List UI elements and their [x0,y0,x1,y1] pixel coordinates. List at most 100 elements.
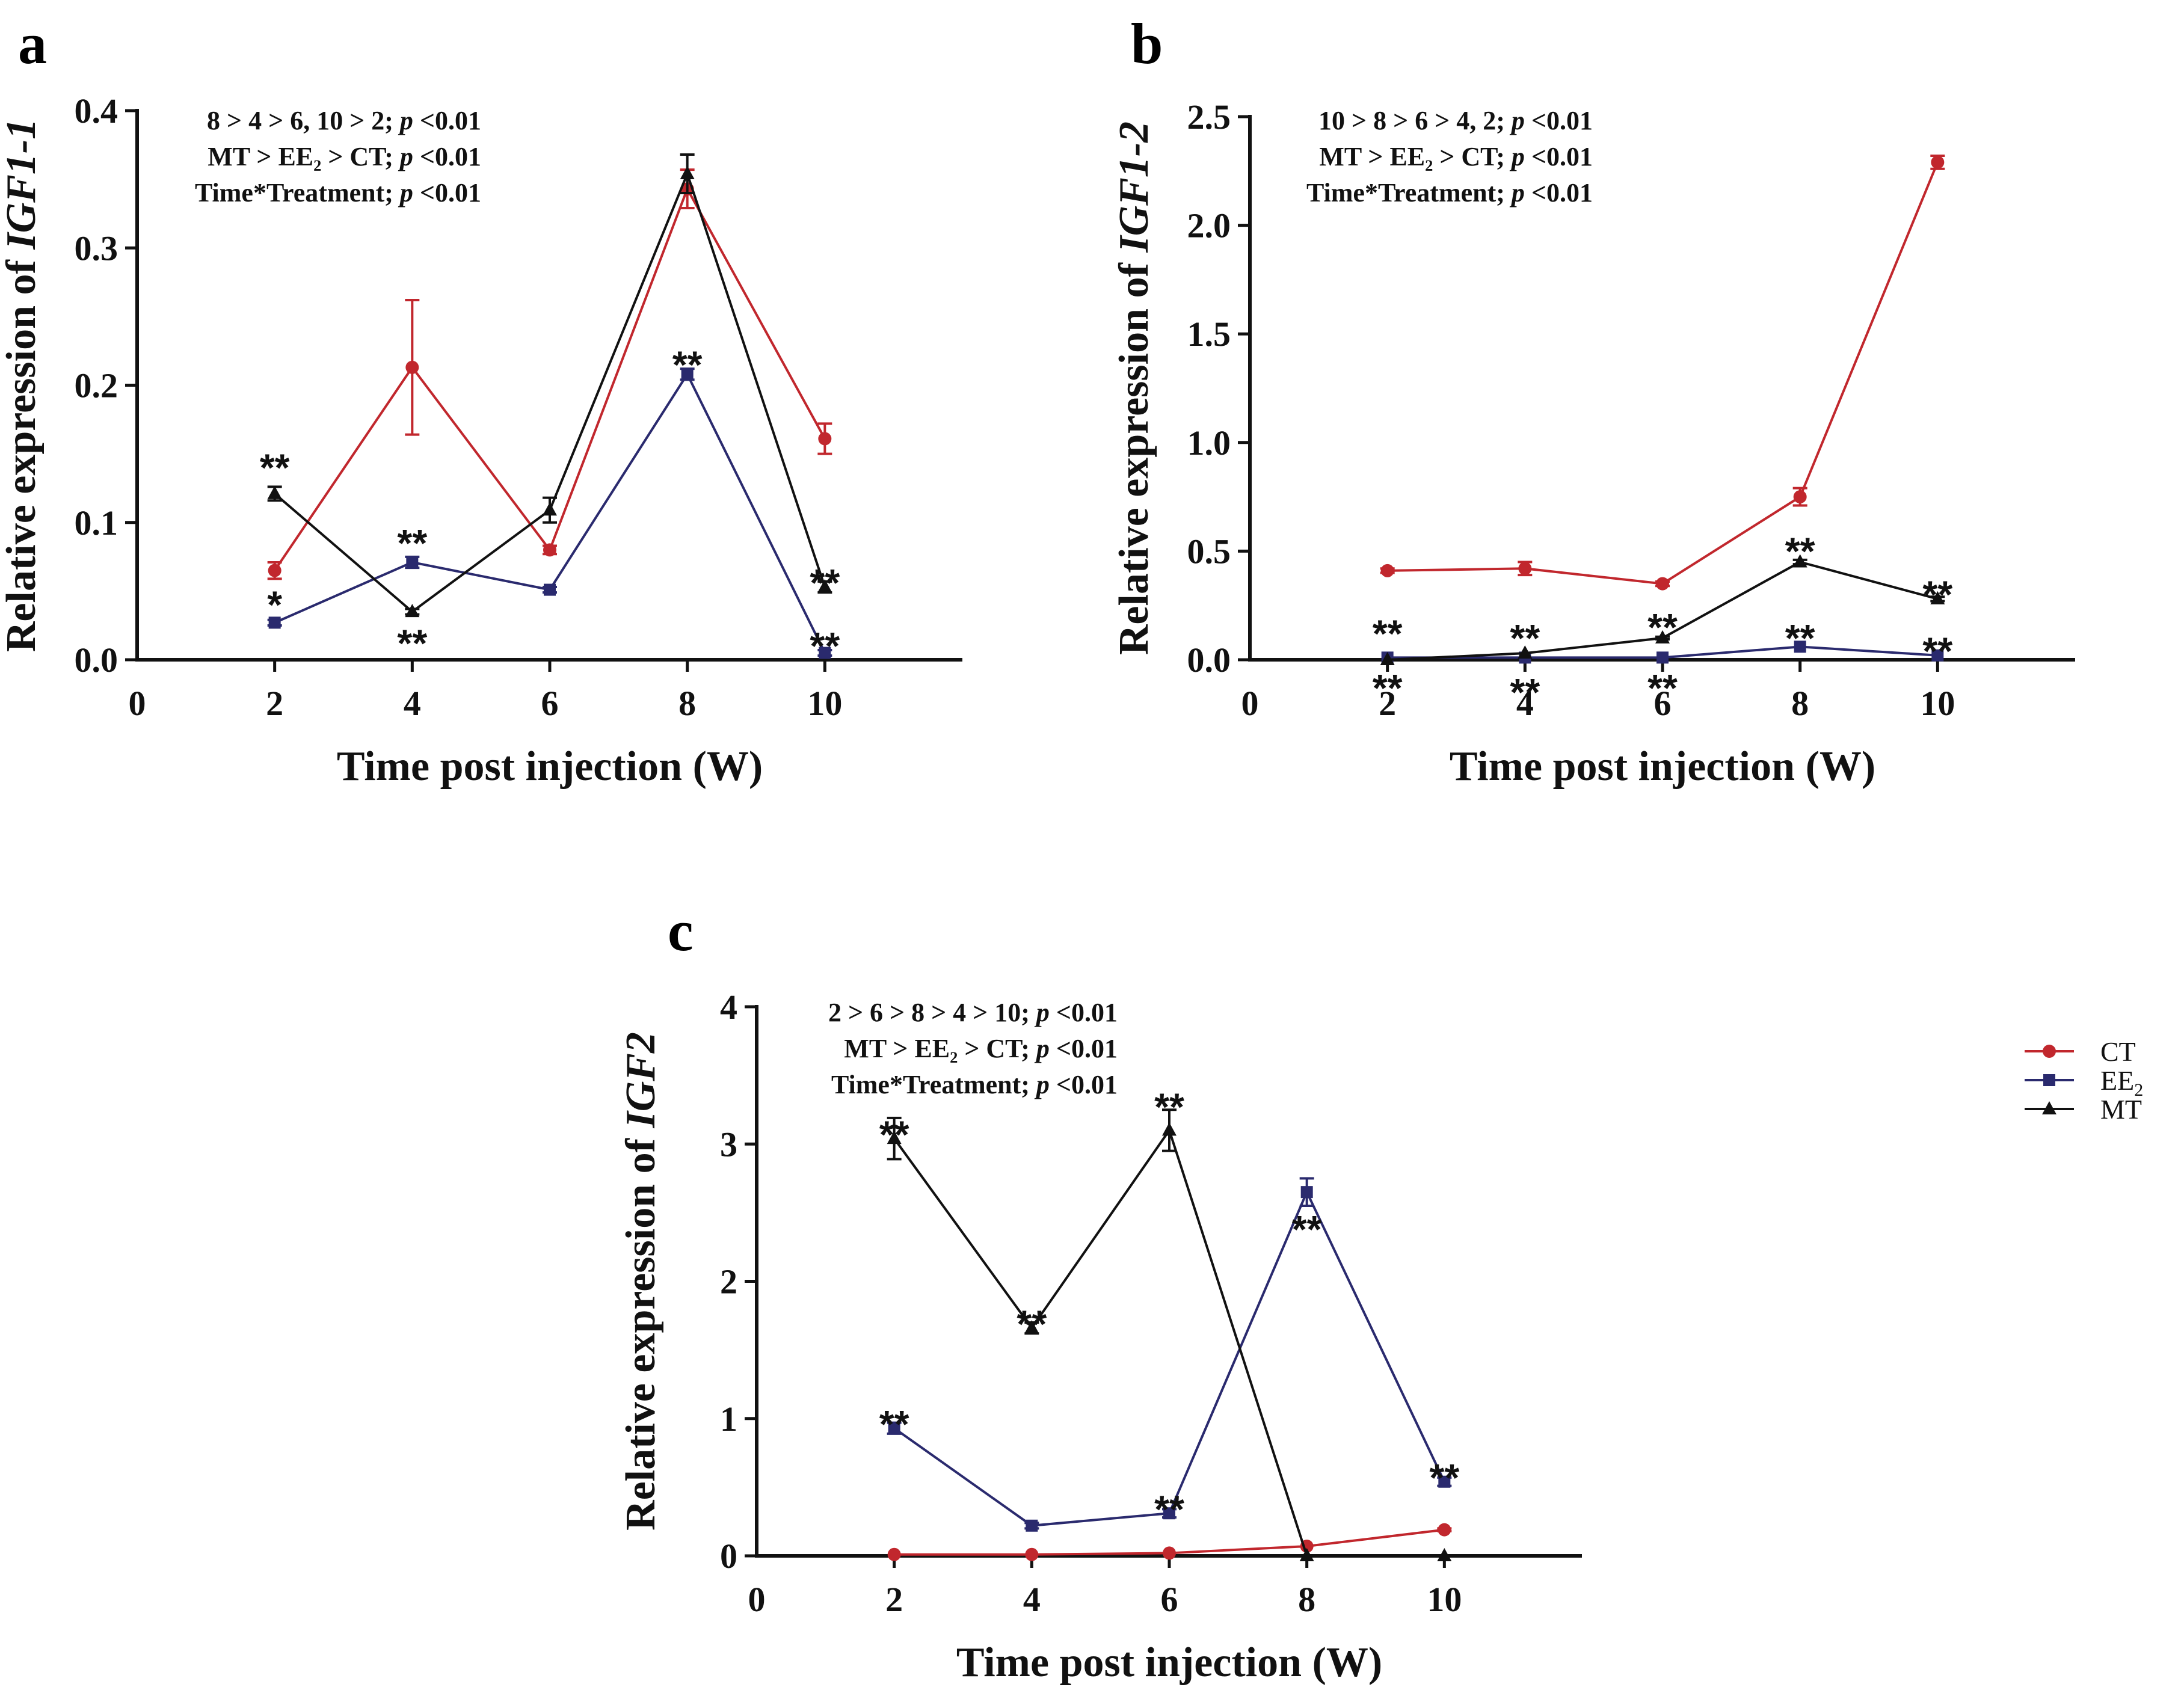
significance-stars: ** [397,622,427,665]
data-point-ee2 [1931,649,1944,662]
stats-line: 8 > 4 > 6, 10 > 2; p <0.01 [207,106,481,135]
stats-p: p [1034,1070,1050,1099]
significance-stars: ** [1429,1456,1459,1499]
significance-stars: * [267,583,282,627]
stats-text: Time*Treatment; [831,1070,1036,1099]
data-point-mt [405,604,420,618]
chart-panel-b: b 0 2 4 6 8 10 0.0 0.5 1.0 1.5 2.0 2.5 Time post inje… [1111,11,2075,790]
y-axis-title-gene: IGF1-1 [0,118,45,250]
data-point-ee2 [1794,640,1806,653]
y-axis-title-prefix: Relative expression of [618,1128,664,1531]
data-point-mt [267,485,282,499]
legend-label: EE2 [2100,1065,2143,1100]
data-point-ct [1025,1547,1039,1561]
stats-threshold: <0.01 [1525,142,1593,171]
data-point-mt [1299,1548,1314,1561]
data-point-mt [1930,591,1945,604]
x-axis-title: Time post injection (W) [956,1639,1382,1686]
x-tick-label: 8 [1298,1580,1315,1619]
data-point-mt [1024,1320,1039,1334]
data-point-ct [543,543,556,557]
significance-stars: ** [1647,606,1678,649]
significance-stars: ** [1922,573,1952,616]
stats-p: p [1034,1034,1050,1063]
y-tick-label: 0.0 [75,640,118,680]
y-tick-label: 0.1 [75,503,118,542]
y-tick-label: 0 [720,1537,737,1576]
data-point-mt [817,579,832,593]
stats-threshold: <0.01 [1525,178,1593,207]
data-point-ee2 [1026,1519,1038,1532]
series-mt [887,1108,1452,1561]
y-tick-label: 0.3 [75,229,118,268]
series-mt [267,153,832,618]
chart-panel-a: a 0 2 4 6 8 10 0.0 0.1 0.2 0.3 0.4 Time post injecti… [0,11,962,790]
significance-stars: ** [1292,1208,1322,1251]
stats-threshold: <0.01 [413,106,481,135]
stats-text: Time*Treatment; [1306,178,1512,207]
stats-line: Time*Treatment; p <0.01 [195,178,481,207]
stats-text: MT > EE₂ > CT; [844,1034,1036,1063]
data-point-ct [1163,1546,1176,1560]
y-tick-label: 2 [720,1262,737,1301]
stats-line: 10 > 8 > 6 > 4, 2; p <0.01 [1318,106,1593,135]
data-point-mt [1792,554,1807,568]
stats-p: p [398,142,413,171]
data-point-mt [1380,652,1395,665]
x-tick-label: 10 [1920,684,1955,723]
x-tick-label: 10 [1427,1580,1462,1619]
chart-panel-c: c 0 2 4 6 8 10 0 1 2 3 4 Time post injection (W) Rela… [618,899,1582,1686]
data-point-ct [1931,155,1945,169]
stats-threshold: <0.01 [1050,1070,1118,1099]
stats-text: 10 > 8 > 6 > 4, 2; [1318,106,1512,135]
series-line-ct [1387,162,1939,585]
data-point-mt [887,1131,902,1144]
stats-line: MT > EE₂ > CT; p <0.01 [1319,142,1593,171]
legend-marker [2042,1101,2056,1114]
stats-threshold: <0.01 [1525,106,1593,135]
stats-threshold: <0.01 [413,142,481,171]
legend-marker [2043,1045,2056,1058]
significance-stars: ** [810,624,840,668]
stats-text: MT > EE₂ > CT; [1319,142,1512,171]
significance-stars: ** [1373,666,1403,710]
data-point-ee2 [1163,1507,1175,1520]
panel-label: b [1131,11,1163,76]
significance-stars: ** [1373,612,1403,656]
data-point-ee2 [406,556,419,568]
y-tick-label: 2.0 [1187,206,1231,245]
y-axis-title-gene: IGF2 [618,1032,664,1128]
series-ct [1380,155,1945,591]
data-point-ee2 [268,616,281,629]
x-tick-label: 0 [129,684,146,723]
legend-item-ee2: EE2 [2025,1065,2143,1100]
data-point-ct [405,360,419,374]
data-point-ct [268,564,281,577]
legend-item-ct: CT [2025,1036,2136,1067]
x-tick-label: 4 [404,684,421,723]
significance-stars: ** [1922,630,1952,673]
stats-text: MT > EE₂ > CT; [208,142,400,171]
significance-stars: ** [1785,616,1815,660]
y-tick-label: 1 [720,1399,737,1439]
x-tick-label: 4 [1516,684,1534,723]
y-axis-title: Relative expression of IGF1-2 [1111,121,1157,655]
data-point-ee2 [1438,1475,1451,1488]
stats-line: Time*Treatment; p <0.01 [1306,178,1593,207]
stats-line: 2 > 6 > 8 > 4 > 10; p <0.01 [828,998,1118,1027]
x-tick-label: 2 [885,1580,903,1619]
stats-threshold: <0.01 [1050,998,1118,1027]
legend-label-text: MT [2100,1094,2142,1125]
y-tick-label: 0.4 [75,91,118,131]
x-tick-label: 10 [807,684,842,723]
significance-stars: ** [1510,616,1540,660]
data-point-ct [887,1547,901,1561]
y-tick-label: 4 [720,988,737,1027]
stats-p: p [398,106,413,135]
significance-stars: ** [260,446,290,489]
data-point-mt [1162,1122,1177,1136]
y-tick-label: 2.5 [1187,97,1231,137]
legend-label: MT [2100,1094,2142,1125]
y-axis-title-prefix: Relative expression of [0,250,45,652]
